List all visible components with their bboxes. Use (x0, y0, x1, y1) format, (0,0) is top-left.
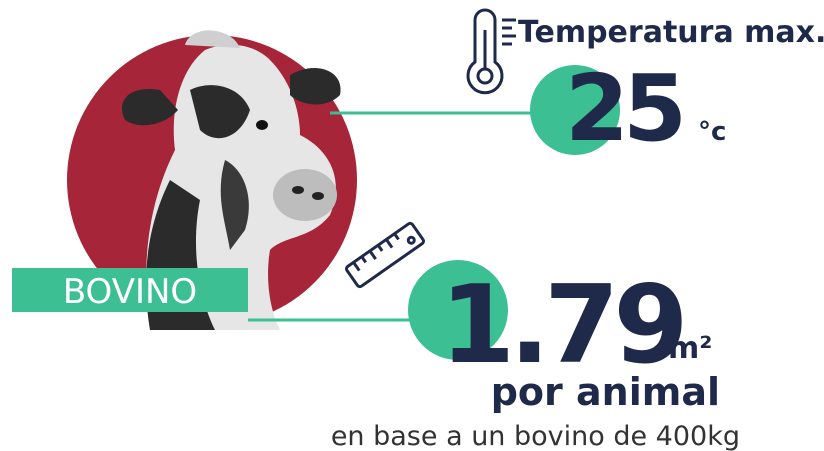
per-animal: por animal (491, 370, 720, 414)
note: en base a un bovino de 400kg (331, 421, 740, 451)
temperature-label: Temperatura max. (518, 15, 824, 50)
infographic: BOVINO Temperatura max. 25 °c 1.79 m² po… (0, 0, 824, 451)
animal-label: BOVINO (63, 272, 197, 312)
temperature-value: 25 (565, 55, 681, 162)
ruler-icon (345, 222, 424, 288)
space-unit: m² (668, 331, 712, 366)
thermometer-icon (468, 10, 516, 93)
temperature-unit: °c (698, 117, 726, 147)
